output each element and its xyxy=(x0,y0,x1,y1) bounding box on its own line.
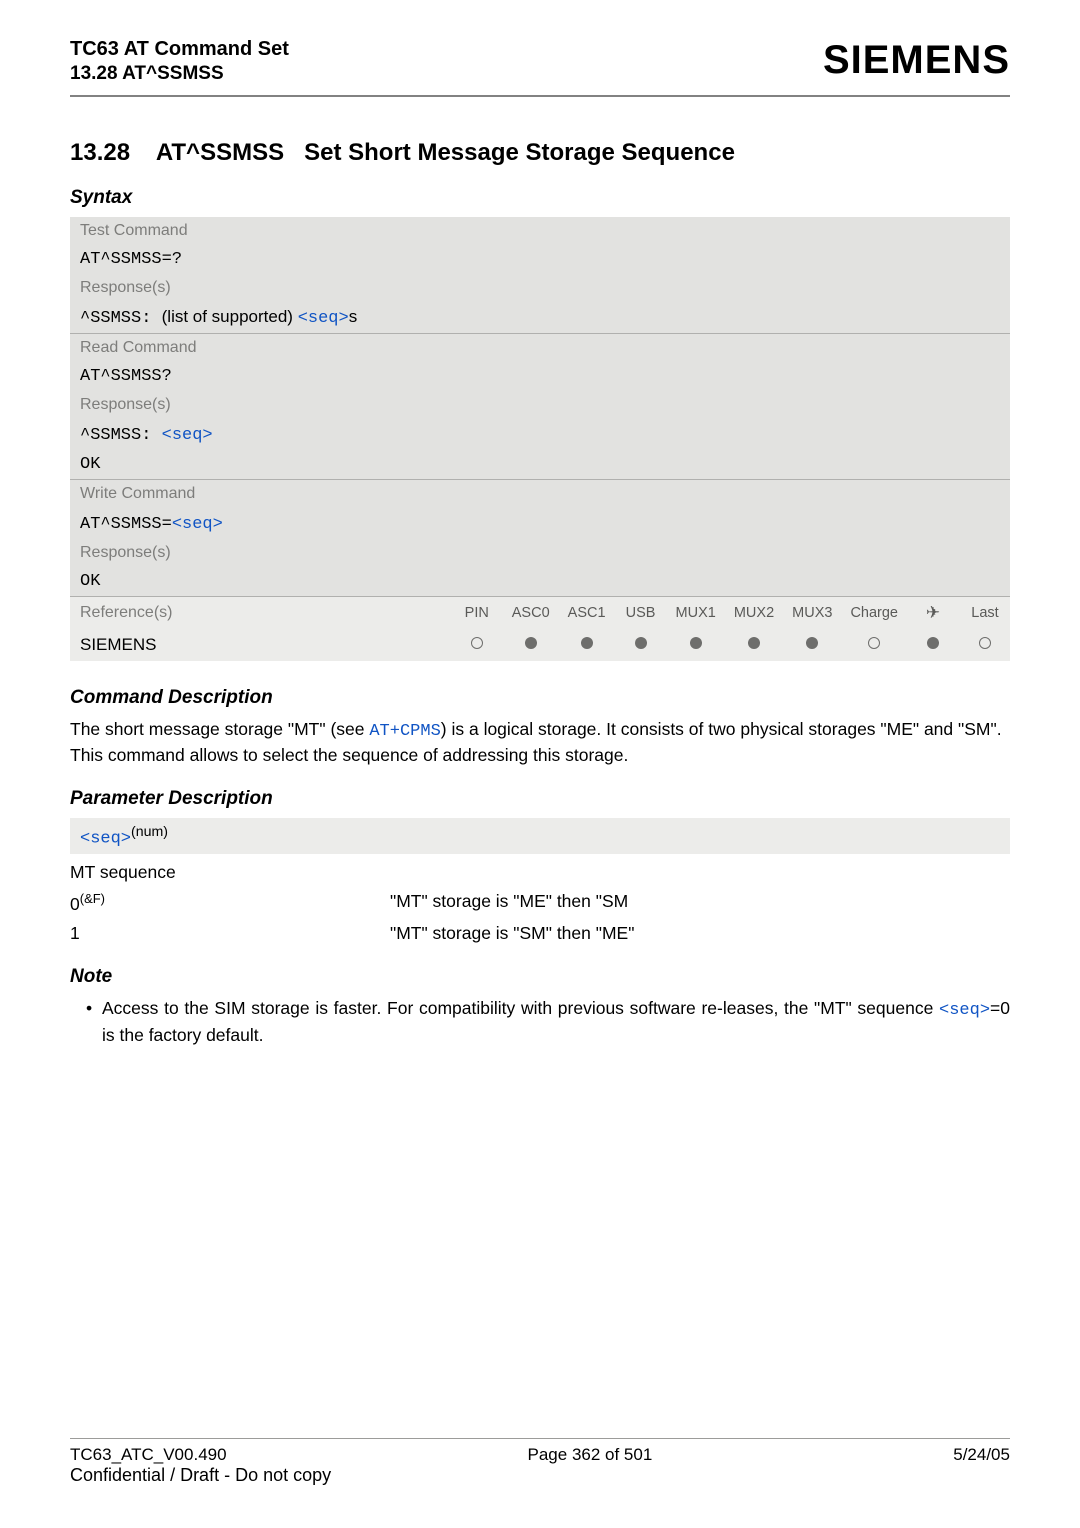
param-heading: Parameter Description xyxy=(70,788,1010,810)
cap-h-6: MUX3 xyxy=(782,597,840,630)
test-resp-param[interactable]: <seq> xyxy=(298,309,349,328)
cap-h-1: ASC0 xyxy=(502,597,558,630)
dot-open-icon xyxy=(979,637,991,649)
cmd-desc-t1: The short message storage "MT" (see xyxy=(70,719,369,739)
write-label: Write Command xyxy=(70,480,1010,509)
cap-v-9 xyxy=(958,629,1010,661)
read-resp-label: Response(s) xyxy=(70,391,1010,419)
param-row-0: 0(&F) "MT" storage is "ME" then "SM xyxy=(70,891,1010,915)
section-cmd: AT^SSMSS xyxy=(156,139,284,166)
section-desc: Set Short Message Storage Sequence xyxy=(304,139,735,166)
cap-h-3: USB xyxy=(614,597,666,630)
note-link[interactable]: <seq> xyxy=(939,1001,990,1020)
reference-value-row: SIEMENS xyxy=(70,629,1010,661)
cap-v-4 xyxy=(666,629,724,661)
syntax-table: Test Command AT^SSMSS=? Response(s) ^SSM… xyxy=(70,217,1010,661)
cap-v-6 xyxy=(782,629,840,661)
cap-v-0 xyxy=(450,629,502,661)
cap-v-2 xyxy=(558,629,614,661)
page-footer: TC63_ATC_V00.490 Page 362 of 501 5/24/05… xyxy=(70,1438,1010,1486)
cap-h-0: PIN xyxy=(450,597,502,630)
ref-val: SIEMENS xyxy=(70,629,450,661)
read-resp-param[interactable]: <seq> xyxy=(162,426,213,445)
syntax-block: Test Command AT^SSMSS=? Response(s) ^SSM… xyxy=(70,217,1010,661)
write-cmd: AT^SSMSS=<seq> xyxy=(70,508,1010,539)
dot-filled-icon xyxy=(690,637,702,649)
dot-filled-icon xyxy=(806,637,818,649)
reference-header-row: Reference(s) PIN ASC0 ASC1 USB MUX1 MUX2… xyxy=(70,597,1010,630)
test-label: Test Command xyxy=(70,217,1010,245)
cap-h-8: ✈ xyxy=(906,597,958,630)
cap-h-9: Last xyxy=(958,597,1010,630)
cap-v-8 xyxy=(906,629,958,661)
cmd-desc-text: The short message storage "MT" (see AT+C… xyxy=(70,717,1010,768)
write-resp-label: Response(s) xyxy=(70,539,1010,567)
test-resp-label: Response(s) xyxy=(70,274,1010,302)
page-header: TC63 AT Command Set 13.28 AT^SSMSS SIEME… xyxy=(70,38,1010,85)
cap-v-5 xyxy=(724,629,782,661)
write-cmd-prefix: AT^SSMSS= xyxy=(80,515,172,534)
cap-v-7 xyxy=(840,629,906,661)
param-val-1: "MT" storage is "SM" then "ME" xyxy=(390,923,634,944)
test-resp-suffix: s xyxy=(349,307,358,326)
param-sup: (num) xyxy=(131,824,168,840)
doc-title: TC63 AT Command Set xyxy=(70,38,289,61)
param-seq[interactable]: <seq> xyxy=(80,829,131,848)
cmd-desc-link[interactable]: AT+CPMS xyxy=(369,722,440,741)
read-resp-prefix: ^SSMSS: xyxy=(80,426,162,445)
param-key-1: 1 xyxy=(70,923,390,944)
param-row-1: 1 "MT" storage is "SM" then "ME" xyxy=(70,923,1010,944)
cmd-desc-heading: Command Description xyxy=(70,687,1010,709)
footer-left2: Confidential / Draft - Do not copy xyxy=(70,1465,1010,1486)
header-left: TC63 AT Command Set 13.28 AT^SSMSS xyxy=(70,38,289,85)
read-resp: ^SSMSS: <seq> xyxy=(70,419,1010,450)
dot-open-icon xyxy=(471,637,483,649)
cap-h-5: MUX2 xyxy=(724,597,782,630)
param-key-0: 0(&F) xyxy=(70,891,390,915)
footer-left: TC63_ATC_V00.490 xyxy=(70,1445,227,1465)
dot-open-icon xyxy=(868,637,880,649)
write-ok: OK xyxy=(70,567,1010,597)
note-heading: Note xyxy=(70,966,1010,988)
dot-filled-icon xyxy=(581,637,593,649)
param-row-label: MT sequence xyxy=(70,862,1010,883)
footer-left1: TC63_ATC_V00.490 xyxy=(70,1445,227,1464)
syntax-heading: Syntax xyxy=(70,187,1010,209)
footer-right: 5/24/05 xyxy=(953,1445,1010,1465)
param-mtseq: MT sequence xyxy=(70,862,390,883)
dot-filled-icon xyxy=(635,637,647,649)
cap-v-3 xyxy=(614,629,666,661)
test-resp-prefix: ^SSMSS: xyxy=(80,309,162,328)
read-label: Read Command xyxy=(70,334,1010,363)
param-tag: <seq>(num) xyxy=(70,818,1010,855)
header-rule xyxy=(70,95,1010,97)
section-number: 13.28 xyxy=(70,139,130,166)
note-item: Access to the SIM storage is faster. For… xyxy=(86,996,1010,1047)
section-ref: 13.28 AT^SSMSS xyxy=(70,63,289,85)
dot-filled-icon xyxy=(748,637,760,649)
test-resp-mid: (list of supported) xyxy=(162,307,298,326)
test-resp: ^SSMSS: (list of supported) <seq>s xyxy=(70,302,1010,334)
test-cmd: AT^SSMSS=? xyxy=(70,245,1010,274)
param-key-0-val: 0 xyxy=(70,894,80,914)
cap-h-4: MUX1 xyxy=(666,597,724,630)
footer-row: TC63_ATC_V00.490 Page 362 of 501 5/24/05 xyxy=(70,1445,1010,1465)
param-val-0: "MT" storage is "ME" then "SM xyxy=(390,891,628,915)
cap-h-2: ASC1 xyxy=(558,597,614,630)
cap-h-7: Charge xyxy=(840,597,906,630)
dot-filled-icon xyxy=(927,637,939,649)
note-t1: Access to the SIM storage is faster. For… xyxy=(102,998,939,1018)
note-list: Access to the SIM storage is faster. For… xyxy=(70,996,1010,1047)
footer-rule xyxy=(70,1438,1010,1439)
footer-center: Page 362 of 501 xyxy=(528,1445,653,1465)
cap-v-1 xyxy=(502,629,558,661)
write-cmd-param[interactable]: <seq> xyxy=(172,515,223,534)
read-cmd: AT^SSMSS? xyxy=(70,362,1010,391)
dot-filled-icon xyxy=(525,637,537,649)
param-key-0-sup: (&F) xyxy=(80,891,105,906)
section-title: 13.28 AT^SSMSS Set Short Message Storage… xyxy=(70,139,1010,167)
read-ok: OK xyxy=(70,450,1010,480)
brand-logo: SIEMENS xyxy=(823,38,1010,83)
ref-label: Reference(s) xyxy=(70,597,450,630)
